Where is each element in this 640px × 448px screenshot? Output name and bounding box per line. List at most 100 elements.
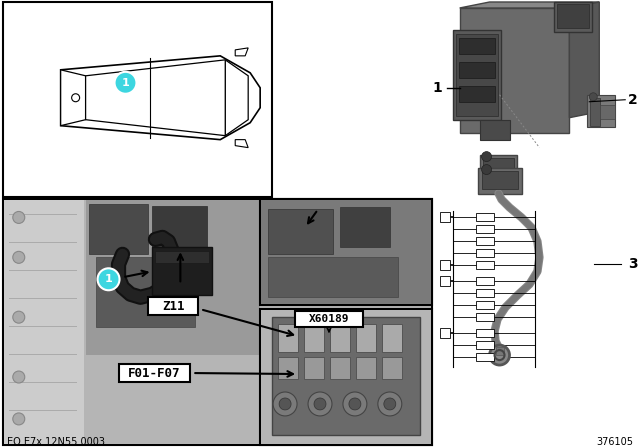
Circle shape [13, 413, 25, 425]
Text: 1: 1 [122, 78, 129, 88]
Bar [304, 357, 324, 379]
Bar [4, 201, 84, 444]
Bar [459, 86, 495, 102]
Bar [557, 4, 589, 28]
Polygon shape [460, 2, 599, 8]
Bar [554, 2, 592, 32]
Bar [476, 261, 493, 269]
Bar [476, 237, 493, 246]
Bar [476, 213, 493, 221]
Circle shape [481, 164, 492, 175]
Bar [278, 357, 298, 379]
Bar [476, 353, 493, 361]
Text: 1: 1 [105, 274, 113, 284]
Bar [3, 2, 272, 198]
Bar [476, 329, 493, 337]
Circle shape [589, 93, 597, 101]
Polygon shape [236, 48, 248, 56]
Bar [476, 277, 493, 285]
Bar [268, 210, 333, 254]
Circle shape [97, 268, 120, 290]
Bar [460, 8, 570, 133]
Text: 1: 1 [433, 81, 443, 95]
Text: 2: 2 [628, 93, 638, 107]
Bar [88, 204, 148, 254]
Bar [340, 207, 390, 247]
Bar [440, 276, 450, 286]
Bar [590, 98, 600, 126]
Text: X60189: X60189 [308, 314, 349, 324]
Bar [148, 297, 198, 315]
Bar [476, 301, 493, 309]
Bar [295, 311, 363, 327]
Bar [261, 201, 431, 304]
Circle shape [378, 392, 402, 416]
Circle shape [490, 345, 509, 365]
Polygon shape [86, 60, 225, 136]
Circle shape [481, 151, 492, 162]
Bar [481, 171, 518, 189]
Circle shape [72, 94, 79, 102]
Bar [118, 364, 190, 382]
Circle shape [314, 398, 326, 410]
Polygon shape [236, 140, 248, 148]
Bar [304, 324, 324, 352]
Text: Z11: Z11 [162, 300, 184, 313]
Bar [440, 260, 450, 270]
Bar [479, 155, 518, 182]
Bar [260, 199, 432, 305]
Bar [456, 34, 497, 116]
Bar [382, 357, 402, 379]
Bar [495, 347, 504, 355]
Circle shape [13, 371, 25, 383]
Bar [330, 324, 350, 352]
Bar [588, 95, 615, 127]
Bar [476, 341, 493, 349]
Bar [261, 310, 431, 444]
Polygon shape [61, 70, 86, 126]
Circle shape [13, 211, 25, 224]
Bar [476, 225, 493, 233]
Text: EO E7x 12N55 0003: EO E7x 12N55 0003 [7, 437, 105, 447]
Bar [278, 324, 298, 352]
Bar [330, 357, 350, 379]
Bar [260, 309, 432, 445]
Bar [152, 207, 207, 248]
Bar [4, 201, 431, 444]
Bar [268, 257, 398, 297]
Bar [476, 289, 493, 297]
Polygon shape [61, 56, 260, 140]
Circle shape [308, 392, 332, 416]
Bar [459, 62, 495, 78]
Bar [600, 105, 615, 119]
Polygon shape [225, 60, 248, 136]
Bar [440, 328, 450, 338]
Circle shape [343, 392, 367, 416]
Circle shape [13, 311, 25, 323]
Bar [479, 120, 509, 140]
Text: F01-F07: F01-F07 [128, 366, 180, 379]
Bar [356, 324, 376, 352]
Bar [452, 30, 500, 120]
Circle shape [279, 398, 291, 410]
Circle shape [273, 392, 297, 416]
Circle shape [349, 398, 361, 410]
Bar [476, 313, 493, 321]
Bar [483, 158, 515, 177]
Bar [3, 199, 432, 445]
Circle shape [13, 251, 25, 263]
Bar [476, 250, 493, 257]
Text: 3: 3 [628, 257, 638, 271]
Bar [152, 247, 212, 295]
Bar [440, 212, 450, 222]
Bar [382, 324, 402, 352]
Bar [95, 257, 195, 327]
Bar [86, 201, 260, 355]
Bar [459, 38, 495, 54]
Circle shape [384, 398, 396, 410]
Bar [477, 168, 522, 194]
Bar [156, 251, 209, 263]
Bar [272, 317, 420, 435]
Circle shape [115, 72, 136, 94]
Bar [356, 357, 376, 379]
